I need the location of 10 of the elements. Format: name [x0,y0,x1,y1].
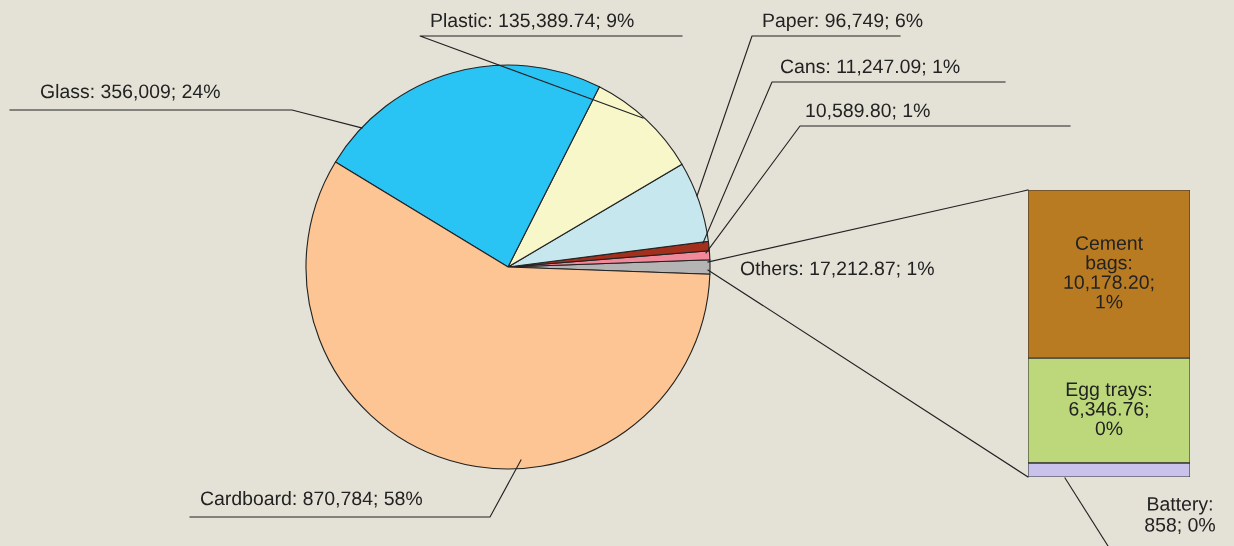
data-label: Egg trays: 6,346.76; 0% [1066,382,1151,436]
slice-label: Cans: 11,247.09; 1% [780,59,960,76]
slice-label: Glass: 356,009; 24% [40,83,220,101]
slice-label: Cardboard: 870,784; 58% [200,490,422,508]
slice-label: Plastic: 135,389.74; 9% [431,12,634,30]
slice-label: Others: 17,212.87; 1% [740,260,934,278]
slice-label: Paper: 96,749; 6% [763,13,923,32]
data-label: Cement bags: 10,178.20; 1% [1064,236,1154,309]
data-label: Battery: 858; 0% [1145,497,1215,534]
data-label: 10,589.80; 1% [806,103,930,120]
